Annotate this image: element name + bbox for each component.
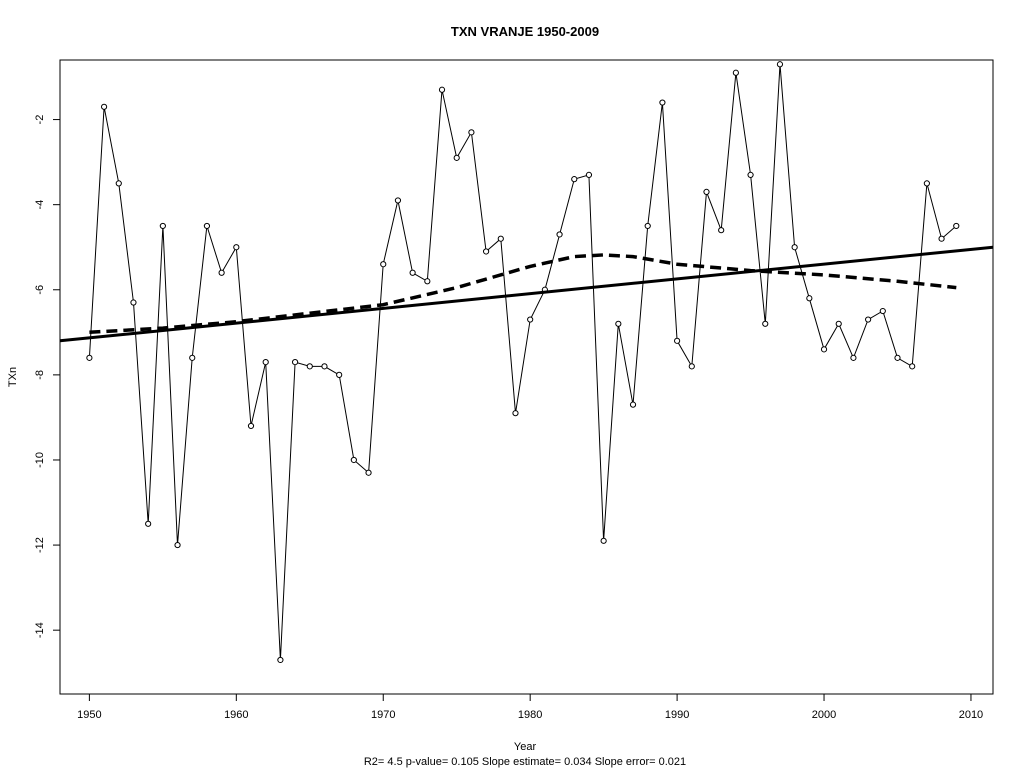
- data-point: [482, 248, 490, 255]
- data-point: [453, 154, 460, 161]
- data-point: [835, 320, 842, 327]
- data-point: [115, 180, 122, 187]
- y-tick-label: -2: [34, 115, 46, 125]
- data-point: [336, 371, 343, 378]
- y-tick-label: -6: [34, 285, 46, 295]
- data-point: [365, 469, 372, 476]
- observed-series-line: [88, 64, 957, 661]
- data-point: [291, 359, 299, 366]
- data-point: [527, 316, 534, 323]
- data-point: [894, 354, 901, 361]
- linear-trend-line: [59, 245, 994, 343]
- data-point: [953, 222, 960, 230]
- y-axis-label: TXn: [7, 367, 19, 387]
- data-point: [321, 363, 328, 370]
- data-point: [585, 171, 593, 178]
- data-point: [159, 222, 166, 230]
- data-point: [233, 244, 240, 251]
- data-point: [820, 346, 828, 353]
- y-axis: -14 -12 -10 -8 -6 -4 -2: [34, 115, 60, 638]
- data-point: [806, 295, 813, 302]
- x-axis-label: Year: [514, 741, 537, 753]
- data-point: [732, 69, 739, 76]
- data-point: [203, 222, 211, 230]
- data-point: [659, 99, 666, 106]
- data-point: [615, 320, 622, 327]
- data-point: [468, 129, 475, 136]
- data-point: [262, 359, 269, 366]
- x-tick-label: 1960: [224, 709, 248, 721]
- data-point: [424, 278, 431, 285]
- plot-frame: [59, 59, 994, 695]
- data-point: [556, 231, 563, 238]
- x-tick-label: 1990: [665, 709, 689, 721]
- data-point: [703, 188, 710, 196]
- data-point: [644, 222, 651, 230]
- data-point: [218, 269, 225, 276]
- data-point: [130, 299, 137, 306]
- series-layer: [59, 61, 994, 664]
- x-tick-label: 1950: [77, 709, 101, 721]
- y-tick-label: -14: [34, 622, 46, 638]
- data-point: [306, 363, 313, 370]
- data-point: [909, 363, 916, 370]
- data-point: [174, 541, 181, 549]
- y-tick-label: -4: [34, 200, 46, 210]
- y-tick-label: -8: [34, 370, 46, 380]
- data-point: [718, 227, 725, 234]
- data-point: [791, 244, 798, 251]
- x-tick-label: 2010: [959, 709, 983, 721]
- data-point: [438, 86, 446, 93]
- data-point: [762, 320, 769, 327]
- data-point: [747, 171, 754, 178]
- data-point: [629, 401, 637, 408]
- data-point: [600, 537, 607, 544]
- data-point: [497, 235, 504, 242]
- data-point: [86, 354, 93, 361]
- data-point: [380, 261, 387, 268]
- x-axis: 1950 1960 1970 1980 1990 2000 2010: [77, 694, 983, 721]
- data-point: [100, 103, 108, 110]
- x-tick-label: 1980: [518, 709, 542, 721]
- data-point: [674, 337, 681, 344]
- y-tick-label: -12: [34, 537, 46, 553]
- data-point: [865, 316, 872, 323]
- y-tick-label: -10: [34, 452, 46, 468]
- data-point: [879, 307, 886, 315]
- x-tick-label: 1970: [371, 709, 395, 721]
- data-point: [688, 363, 695, 370]
- data-point: [571, 176, 578, 183]
- data-point: [938, 235, 945, 242]
- data-point: [776, 61, 784, 68]
- data-point: [145, 520, 152, 527]
- chart-title: TXN VRANJE 1950-2009: [451, 24, 599, 39]
- data-point: [850, 354, 857, 361]
- data-point: [394, 197, 402, 204]
- data-point: [189, 354, 196, 361]
- smoothed-trend-line: [89, 253, 957, 335]
- data-point: [409, 269, 416, 276]
- data-point: [350, 456, 357, 464]
- data-point: [512, 410, 519, 417]
- data-point: [277, 656, 284, 664]
- data-point: [247, 422, 255, 430]
- x-tick-label: 2000: [812, 709, 836, 721]
- data-point: [923, 180, 930, 187]
- stats-subtitle: R2= 4.5 p-value= 0.105 Slope estimate= 0…: [364, 756, 686, 768]
